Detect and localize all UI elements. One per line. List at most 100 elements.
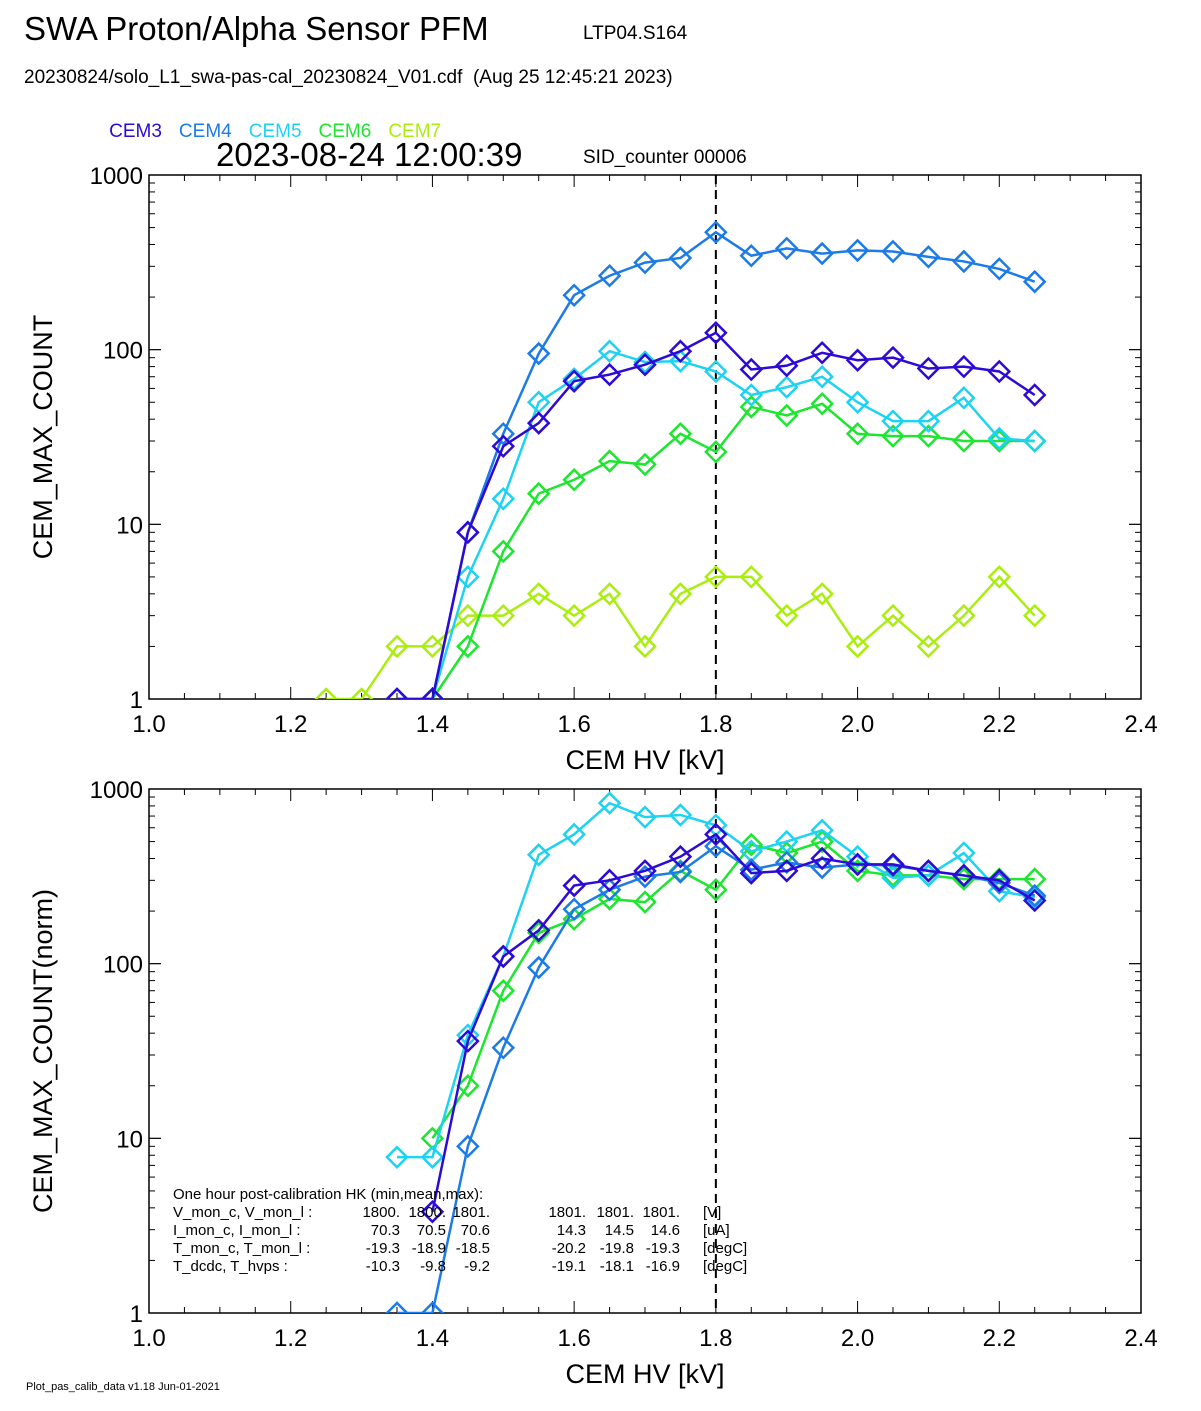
- data-point: [739, 383, 764, 407]
- data-point: [704, 359, 728, 384]
- series-line-cem4: [397, 230, 1036, 699]
- data-point: [456, 520, 480, 545]
- data-point: [562, 367, 586, 391]
- hk-value: 1801.: [452, 1204, 490, 1221]
- legend: CEM3 CEM4 CEM5 CEM6 CEM7: [88, 103, 458, 160]
- y-tick-label: 100: [103, 338, 143, 365]
- data-point: [916, 409, 941, 433]
- chart-panel-2: 1.0 1.2 1.4 1.6 1.8 2.0 2.2 2.4 1 10 100 1000 CEM HV…: [28, 777, 1158, 1389]
- hk-unit: [uA]: [703, 1222, 730, 1239]
- x-tick-label: 1.4: [416, 711, 449, 738]
- y-axis-label: CEM_MAX_COUNT: [28, 315, 58, 560]
- data-point: [916, 634, 941, 659]
- data-point: [774, 850, 799, 875]
- data-point: [739, 243, 764, 268]
- data-point: [987, 359, 1012, 384]
- data-point: [774, 403, 799, 428]
- data-point: [774, 603, 799, 628]
- data-point: [633, 350, 657, 374]
- data-point: [1022, 888, 1047, 913]
- data-point: [845, 390, 870, 415]
- data-point: [704, 440, 728, 464]
- hk-row-label: I_mon_c, I_mon_l :: [173, 1222, 301, 1239]
- data-point: [385, 634, 409, 659]
- data-point: [633, 890, 657, 914]
- series-cem7: [314, 565, 1047, 699]
- hk-value: -18.1: [600, 1258, 634, 1275]
- data-point: [845, 852, 870, 877]
- data-point: [420, 1145, 445, 1169]
- series-line-cem6: [431, 840, 1035, 1140]
- data-point: [526, 411, 551, 435]
- y-tick-label: 100: [103, 952, 143, 979]
- data-point: [774, 859, 799, 883]
- hk-value: -16.9: [646, 1258, 680, 1275]
- data-point: [491, 1035, 516, 1060]
- data-point: [916, 356, 941, 381]
- data-point: [526, 955, 551, 980]
- x-tick-label: 1.0: [132, 1325, 165, 1352]
- data-point: [1022, 429, 1047, 453]
- data-point: [456, 603, 480, 628]
- legend-cem5: CEM5: [248, 121, 302, 142]
- data-point: [526, 341, 551, 366]
- data-point: [562, 467, 586, 492]
- series-line-cem6: [431, 402, 1035, 699]
- data-point: [704, 877, 728, 902]
- data-point: [881, 345, 905, 370]
- hk-value: -19.3: [646, 1240, 680, 1257]
- data-point: [987, 429, 1012, 453]
- data-point: [952, 386, 976, 410]
- legend-cem7: CEM7: [388, 121, 442, 142]
- data-point: [420, 634, 445, 659]
- data-point: [597, 887, 622, 911]
- data-point: [739, 861, 764, 885]
- data-point: [668, 844, 693, 869]
- footer-version: Plot_pas_calib_data v1.18 Jun-01-2021: [26, 1381, 220, 1393]
- hk-value: -19.1: [552, 1258, 586, 1275]
- x-tick-label: 1.2: [274, 711, 307, 738]
- data-point: [845, 348, 870, 372]
- plot-title: SWA Proton/Alpha Sensor PFM: [24, 10, 489, 47]
- data-point: [810, 582, 834, 606]
- data-point: [952, 841, 976, 865]
- legend-cem3: CEM3: [109, 121, 162, 142]
- data-point: [810, 364, 834, 389]
- data-point: [562, 603, 586, 628]
- hk-value: 14.6: [651, 1222, 680, 1239]
- data-point: [810, 340, 834, 365]
- hk-value: 70.6: [461, 1222, 490, 1239]
- x-tick-label: 2.4: [1124, 1325, 1157, 1352]
- hk-value: -19.3: [366, 1240, 400, 1257]
- data-point: [456, 1134, 480, 1159]
- data-point: [774, 375, 799, 399]
- data-point: [597, 362, 622, 387]
- y-tick-label: 1: [130, 687, 143, 714]
- data-point: [881, 863, 905, 888]
- data-point: [987, 565, 1012, 589]
- data-point: [562, 907, 586, 931]
- hk-unit: [degC]: [703, 1258, 747, 1275]
- data-point: [987, 868, 1012, 893]
- data-point: [385, 687, 409, 699]
- data-point: [987, 257, 1012, 281]
- hk-value: 70.3: [371, 1222, 400, 1239]
- data-point: [526, 481, 551, 506]
- hk-value: 1801.: [596, 1204, 634, 1221]
- data-point: [881, 852, 905, 877]
- data-point: [420, 687, 445, 699]
- data-point: [668, 582, 693, 606]
- data-point: [526, 918, 551, 943]
- data-point: [668, 349, 693, 373]
- data-point: [562, 822, 586, 847]
- data-point: [810, 392, 834, 416]
- legend-cem4: CEM4: [178, 121, 232, 142]
- x-tick-label: 1.2: [274, 1325, 307, 1352]
- hk-value: 70.5: [417, 1222, 446, 1239]
- data-point: [739, 357, 764, 382]
- data-point: [420, 1199, 445, 1224]
- data-point: [810, 846, 834, 871]
- data-point: [491, 978, 516, 1003]
- data-point: [810, 241, 834, 266]
- y-tick-label: 10: [116, 512, 143, 539]
